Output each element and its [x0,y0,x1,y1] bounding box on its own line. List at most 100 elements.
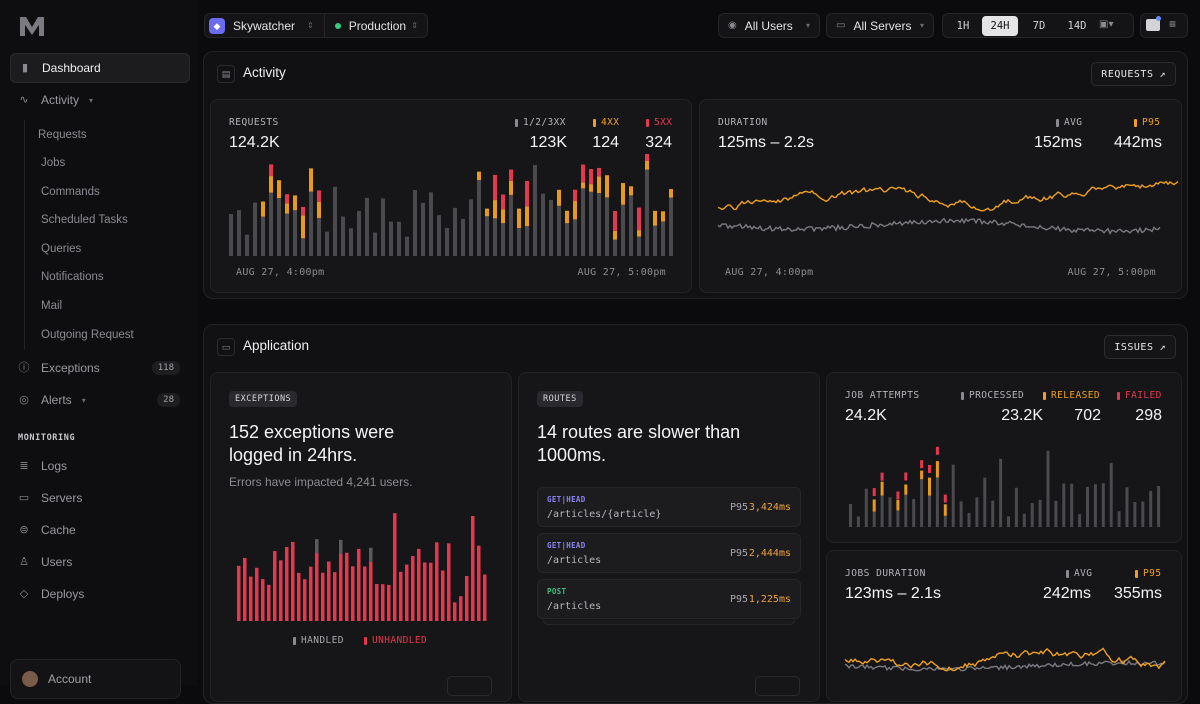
requests-link-button[interactable]: REQUESTS ↗ [1091,62,1176,86]
calendar-icon[interactable]: ▣▾ [1099,19,1114,30]
route-p95-label: P95 [729,594,748,605]
range-24h[interactable]: 24H [982,16,1018,36]
nav-deploys[interactable]: ◇ Deploys [10,579,190,609]
servers-filter-select[interactable]: ▭ All Servers ▾ [826,13,934,38]
nav-commands[interactable]: Commands [41,186,100,198]
issues-link-button[interactable]: ISSUES ↗ [1104,335,1176,359]
nav-servers[interactable]: ▭ Servers [10,483,190,513]
request-bar [437,215,441,256]
unhandled-exception-bar [453,602,457,621]
failed-job-segment [943,494,947,503]
legend-123xx: 1/2/3XX [515,117,566,128]
value-5xx: 324 [645,134,672,151]
nav-notifications[interactable]: Notifications [41,271,104,283]
duration-start-time: AUG 27, 4:00pm [725,267,814,278]
processed-job-bar [1149,490,1153,527]
unhandled-exception-bar [363,566,367,621]
route-item[interactable]: POST /articles P95 1,225ms [537,579,801,619]
nav-queries[interactable]: Queries [41,243,82,255]
request-bar [373,232,377,256]
handled-exception-segment [339,539,343,554]
exceptions-subtext: Errors have impacted 4,241 users. [229,475,413,489]
alert-circle-icon: ⓘ [18,362,30,374]
request-4xx-segment [509,180,513,195]
activity-panel: ▤ Activity REQUESTS ↗ REQUESTS 124.2K 1/… [203,51,1188,299]
nav-logs[interactable]: ≣ Logs [10,451,190,481]
job-attempts-bar-chart [849,446,1161,527]
requests-bar-chart [229,153,673,256]
route-duration: 2,444ms [748,548,791,559]
route-item[interactable]: GET|HEAD /articles P95 2,444ms [537,533,801,573]
request-bar [277,198,281,256]
legend-handled: HANDLED [293,635,344,646]
processed-job-bar [888,497,892,527]
nav-alerts-label: Alerts [41,393,72,407]
project-environment-switcher[interactable]: ◆ Skywatcher ⇕ Production ⇕ [204,13,428,38]
request-bar [413,190,417,256]
processed-job-bar [1030,503,1034,527]
request-bar [381,198,385,256]
nav-scheduled-tasks[interactable]: Scheduled Tasks [41,214,128,226]
legend-processed: PROCESSED [961,390,1024,401]
request-5xx-segment [573,189,577,202]
job-attempts-card: JOB ATTEMPTS 24.2K PROCESSED 23.2K RELEA… [826,372,1182,543]
duration-end-time: AUG 27, 5:00pm [1067,267,1156,278]
route-item[interactable]: GET|HEAD /articles/{article} P95 3,424ms [537,487,801,527]
unhandled-exception-bar [237,565,241,621]
account-button[interactable]: Account [10,659,181,699]
requests-button-label: REQUESTS [1101,68,1154,80]
routes-headline: 14 routes are slower than 1000ms. [537,422,741,465]
nav-activity[interactable]: ∿ Activity ▾ [10,85,190,115]
nav-requests[interactable]: Requests [38,129,87,141]
requests-start-time: AUG 27, 4:00pm [236,267,325,278]
request-4xx-segment [653,210,657,226]
unhandled-exception-bar [459,596,463,621]
range-14d[interactable]: 14D [1067,20,1087,32]
nav-jobs[interactable]: Jobs [41,157,66,169]
request-bar [341,216,345,256]
top-bar: ◆ Skywatcher ⇕ Production ⇕ ◉ All Users … [198,0,1200,50]
nav-activity-label: Activity [41,93,80,107]
processed-job-bar [1014,487,1018,527]
route-method: GET|HEAD [547,541,586,550]
range-1h[interactable]: 1H [956,20,970,32]
request-5xx-segment [581,164,585,183]
unhandled-exception-bar [483,574,487,621]
unhandled-exception-bar [441,570,445,621]
processed-job-bar [920,479,924,527]
exceptions-view-button[interactable] [447,676,492,696]
route-stack-shadow [543,620,795,625]
unhandled-exception-bar [261,579,265,621]
value-jobs-p95: 355ms [1113,585,1162,602]
value-avg: 152ms [1033,134,1082,151]
users-filter-select[interactable]: ◉ All Users ▾ [718,13,820,38]
menu-icon[interactable]: ≡ [1169,17,1177,31]
unhandled-exception-bar [465,576,469,621]
nav-alerts[interactable]: ◎ Alerts ▾ 28 [10,385,190,415]
nav-exceptions[interactable]: ⓘ Exceptions 118 [10,353,190,383]
request-4xx-segment [277,180,281,199]
request-4xx-segment [317,202,321,218]
nav-cache[interactable]: ⊜ Cache [10,515,190,545]
request-4xx-segment [621,183,625,205]
request-bar [525,226,529,256]
processed-job-bar [1078,514,1082,527]
request-bar [605,197,609,256]
inbox-icon[interactable] [1146,19,1160,31]
arrow-up-right-icon: ↗ [1159,341,1166,353]
divider [323,13,325,38]
nav-mail[interactable]: Mail [41,300,63,312]
request-bar [653,225,657,256]
range-7d[interactable]: 7D [1032,20,1046,32]
jobs-avg-duration-line [844,659,1166,672]
nav-dashboard[interactable]: ▮ Dashboard [10,53,190,83]
request-4xx-segment [565,210,569,224]
request-4xx-segment [293,195,297,211]
request-bar [237,210,241,256]
nav-outgoing-request[interactable]: Outgoing Request [41,329,134,341]
request-5xx-segment [589,169,593,185]
routes-view-button[interactable] [755,676,800,696]
processed-job-bar [1117,511,1121,527]
legend-unhandled: UNHANDLED [364,635,427,646]
nav-users[interactable]: ♙ Users [10,547,190,577]
